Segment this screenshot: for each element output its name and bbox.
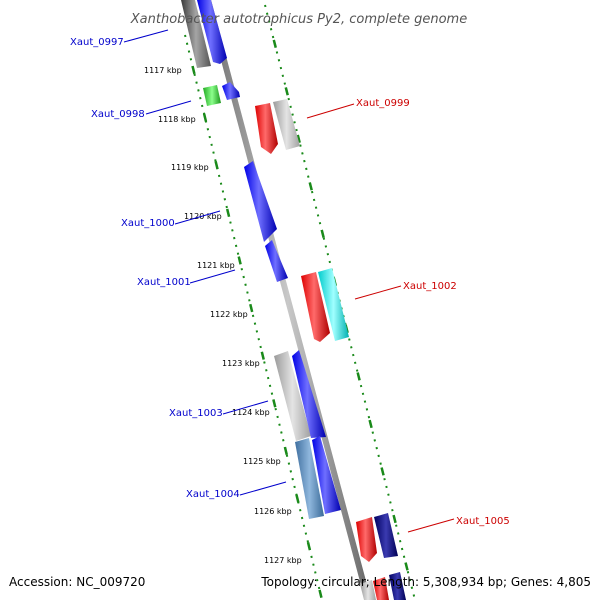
kbp-label: 1126 kbp: [254, 507, 292, 516]
kbp-label: 1119 kbp: [171, 163, 209, 172]
gene-arrow-xaut-1004[interactable]: [312, 436, 341, 514]
gene-arrow-xaut-1002-cyan[interactable]: [318, 268, 349, 341]
gene-arrow-partial-grey[interactable]: [360, 580, 376, 600]
ruler-tick: [283, 446, 289, 456]
ruler-tick: [284, 87, 289, 96]
gene-arrow-xaut-0999-grey[interactable]: [273, 99, 300, 150]
kbp-label: 1122 kbp: [210, 310, 248, 319]
ruler-tick: [306, 542, 312, 551]
ruler-tick: [308, 182, 313, 191]
kbp-label: 1121 kbp: [197, 261, 235, 270]
ruler-tick: [296, 134, 301, 143]
gene-features: [181, 0, 406, 600]
genome-backbone: [205, 0, 371, 600]
gene-label-xaut-1005[interactable]: Xaut_1005: [456, 516, 510, 527]
ruler-tick: [272, 399, 277, 408]
ruler-tick: [260, 351, 265, 360]
ruler-tick: [191, 65, 196, 75]
accession-text: Accession: NC_009720: [9, 575, 145, 589]
kbp-label: 1123 kbp: [222, 359, 260, 368]
gene-label-xaut-0999[interactable]: Xaut_0999: [356, 98, 410, 109]
kbp-label: 1127 kbp: [264, 556, 302, 565]
gene-arrow-partial-navy[interactable]: [389, 572, 406, 600]
gene-arrow-xaut-1000[interactable]: [244, 161, 277, 242]
gene-leader-line: [222, 400, 269, 415]
gene-arrow-xaut-0997[interactable]: [197, 0, 227, 64]
gene-leader-line: [306, 103, 355, 119]
gene-label-xaut-1004[interactable]: Xaut_1004: [186, 489, 240, 500]
gene-arrow-xaut-1005[interactable]: [356, 517, 377, 562]
gene-arrow-xaut-0998b[interactable]: [222, 82, 240, 100]
kbp-label: 1118 kbp: [158, 115, 196, 124]
ruler-tick: [249, 303, 254, 313]
gene-arrow-xaut-0998[interactable]: [203, 85, 221, 106]
ruler-tick: [295, 494, 300, 503]
gene-arrow-xaut-1001[interactable]: [265, 240, 288, 282]
gene-arrow-xaut-1003[interactable]: [292, 350, 326, 438]
kbp-labels: 1117 kbp 1118 kbp 1119 kbp 1120 kbp 1121…: [144, 66, 302, 565]
gene-arrow-xaut-0997-grey[interactable]: [181, 0, 211, 68]
ruler-tick: [318, 589, 323, 598]
gene-leader-line: [123, 29, 169, 43]
ruler-tick: [404, 562, 409, 571]
ruler-tick: [214, 161, 219, 170]
kbp-label: 1120 kbp: [184, 212, 222, 221]
gene-leader-line: [145, 100, 192, 115]
gene-labels: Xaut_0997 Xaut_0998 Xaut_0999 Xaut_1000 …: [70, 29, 510, 533]
gene-label-xaut-0998[interactable]: Xaut_0998: [91, 109, 145, 120]
ruler-tick: [225, 208, 231, 218]
ruler-tick: [368, 419, 373, 429]
gene-arrow-xaut-1002[interactable]: [301, 272, 330, 342]
map-title: Xanthobacter autotrophicus Py2, complete…: [130, 12, 467, 27]
gene-arrow-partial-red[interactable]: [373, 577, 389, 600]
gene-leader-line: [354, 285, 402, 300]
gene-label-xaut-1001[interactable]: Xaut_1001: [137, 277, 191, 288]
ruler-tick: [237, 256, 242, 265]
ruler-tick: [356, 372, 361, 381]
gene-label-xaut-1002[interactable]: Xaut_1002: [403, 281, 457, 292]
gene-label-xaut-0997[interactable]: Xaut_0997: [70, 37, 124, 48]
ruler-tick: [380, 467, 385, 476]
ruler-tick: [202, 113, 208, 122]
gene-arrow-xaut-1003-grey[interactable]: [274, 351, 311, 441]
gene-label-xaut-1003[interactable]: Xaut_1003: [169, 408, 223, 419]
gene-arrow-xaut-0999[interactable]: [255, 103, 278, 154]
gene-arrow-xaut-1005-navy[interactable]: [374, 513, 398, 558]
gene-leader-line: [407, 518, 455, 533]
kbp-label: 1117 kbp: [144, 66, 182, 75]
gene-leader-line: [189, 269, 236, 284]
gene-label-xaut-1000[interactable]: Xaut_1000: [121, 218, 175, 229]
ruler-tick: [392, 514, 397, 524]
kbp-label: 1125 kbp: [243, 457, 281, 466]
summary-text: Topology: circular; Length: 5,308,934 bp…: [260, 575, 591, 589]
ruler-tick: [320, 229, 325, 239]
inner-ruler-line: [184, 34, 323, 600]
gene-leader-line: [239, 481, 287, 496]
ruler-tick: [272, 39, 277, 48]
gene-leader-line: [174, 210, 221, 225]
kbp-label: 1124 kbp: [232, 408, 270, 417]
gene-arrow-xaut-1004-steel[interactable]: [295, 438, 324, 519]
